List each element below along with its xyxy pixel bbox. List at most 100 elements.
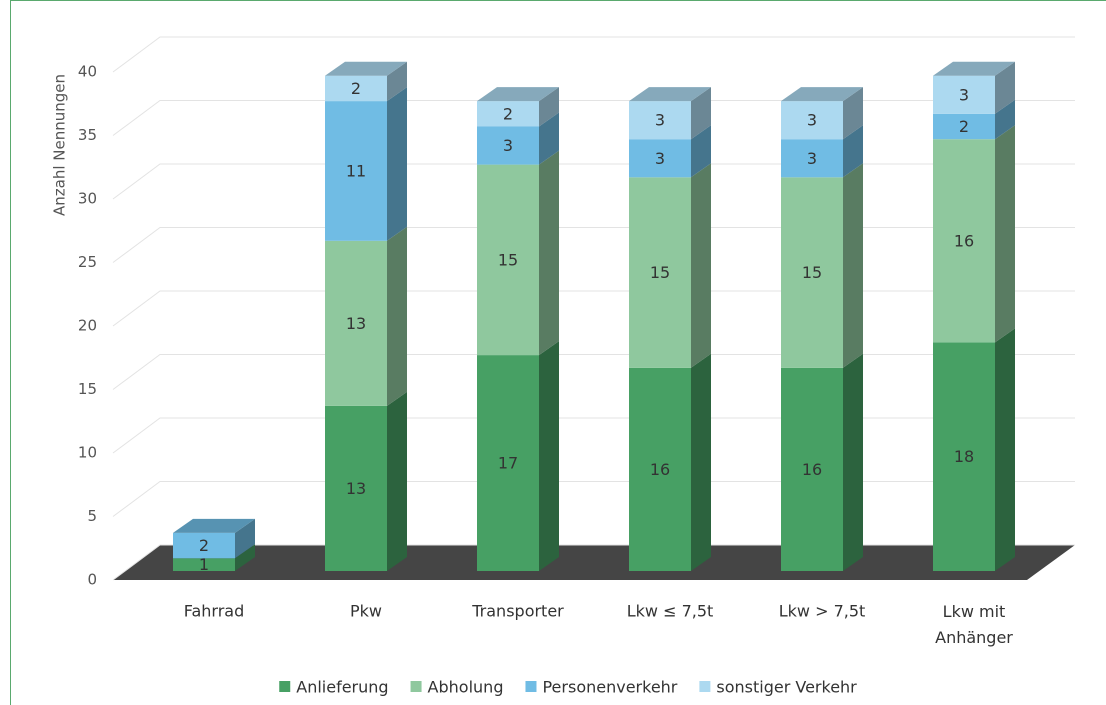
- data-label: 17: [498, 454, 518, 473]
- legend-swatch: [525, 681, 537, 692]
- bar-side: [387, 391, 407, 571]
- data-label: 2: [199, 536, 209, 555]
- bar-top: [173, 518, 255, 533]
- y-tick-label: 30: [78, 190, 97, 208]
- bar-side: [691, 163, 711, 368]
- y-tick-label: 10: [78, 444, 97, 462]
- bar-top: [933, 61, 1015, 76]
- bar-side: [539, 87, 559, 127]
- grid-line: [112, 100, 1075, 136]
- grid-line: [112, 227, 1075, 263]
- data-label: 15: [498, 250, 518, 269]
- x-tick-label: Lkw > 7,5t: [779, 602, 866, 621]
- legend-swatch: [279, 681, 291, 692]
- bar-top: [477, 87, 559, 102]
- bar-side: [539, 112, 559, 165]
- x-tick-label: Lkw mit Anhänger: [935, 602, 1013, 647]
- bar: [477, 101, 539, 127]
- legend-label: sonstiger Verkehr: [716, 678, 857, 697]
- bar-side: [843, 163, 863, 368]
- bar: [781, 367, 843, 571]
- data-label: 3: [503, 136, 513, 155]
- y-tick-label: 0: [87, 571, 97, 589]
- bar: [629, 367, 691, 571]
- x-tick-label: Transporter: [471, 602, 564, 621]
- bar-side: [843, 87, 863, 140]
- bar: [629, 139, 691, 178]
- data-label: 3: [807, 149, 817, 168]
- data-label: 1: [199, 555, 209, 574]
- grid-line: [112, 481, 1075, 517]
- data-label: 2: [351, 79, 361, 98]
- bar: [933, 113, 995, 140]
- bar: [629, 101, 691, 140]
- bar-side: [691, 87, 711, 140]
- bar-side: [691, 125, 711, 178]
- y-tick-label: 15: [78, 380, 97, 398]
- bar-side: [387, 226, 407, 406]
- bar: [781, 139, 843, 178]
- y-tick-label: 40: [78, 63, 97, 81]
- bar: [325, 101, 387, 241]
- data-label: 3: [655, 111, 665, 130]
- data-label: 2: [503, 104, 513, 123]
- bar-side: [995, 125, 1015, 343]
- floor: [113, 545, 1075, 580]
- legend-label: Abholung: [428, 678, 504, 697]
- bar: [477, 126, 539, 165]
- bar: [933, 342, 995, 571]
- bar: [325, 75, 387, 102]
- legend: Anlieferung Abholung Personenverkehr sonsti…: [279, 678, 857, 697]
- grid-line: [112, 417, 1075, 454]
- data-label: 3: [807, 111, 817, 130]
- bar-side: [235, 544, 255, 571]
- bar: [781, 101, 843, 140]
- bar-side: [691, 353, 711, 571]
- grid-line: [112, 163, 1075, 200]
- y-tick-label: 5: [87, 507, 97, 525]
- bar-side: [539, 150, 559, 356]
- bar-side: [387, 87, 407, 241]
- grid-line: [112, 290, 1075, 327]
- bar: [933, 139, 995, 343]
- data-label: 13: [346, 314, 366, 333]
- bar-side: [995, 328, 1015, 571]
- data-label: 13: [346, 479, 366, 498]
- data-label: 11: [346, 161, 366, 180]
- x-tick-label: Fahrrad: [184, 602, 245, 621]
- data-label: 3: [655, 149, 665, 168]
- data-label: 15: [650, 263, 670, 282]
- bar: [477, 355, 539, 571]
- bar-side: [995, 99, 1015, 140]
- data-label: 18: [954, 447, 974, 466]
- bar: [325, 405, 387, 571]
- bar: [173, 532, 235, 559]
- bar-side: [387, 61, 407, 102]
- bar: [781, 177, 843, 368]
- bar-top: [629, 87, 711, 102]
- data-label: 15: [802, 263, 822, 282]
- data-label: 3: [959, 85, 969, 104]
- grid-line: [112, 544, 1075, 581]
- bar-top: [325, 61, 407, 76]
- y-axis-label: Anzahl Nennungen: [51, 74, 69, 216]
- bar: [933, 75, 995, 114]
- x-tick-label: Lkw ≤ 7,5t: [627, 602, 714, 621]
- data-label: 16: [650, 460, 670, 479]
- bar: [325, 240, 387, 406]
- legend-label: Personenverkehr: [542, 678, 677, 697]
- bar: [173, 558, 235, 571]
- bar-side: [843, 353, 863, 571]
- bar: [477, 164, 539, 356]
- bar-side: [235, 518, 255, 559]
- bar-side: [843, 125, 863, 178]
- grid-line: [112, 36, 1075, 73]
- y-tick-label: 20: [78, 317, 97, 335]
- legend-label: Anlieferung: [296, 678, 388, 697]
- y-tick-label: 25: [78, 253, 97, 271]
- bar-top: [781, 87, 863, 102]
- data-label: 2: [959, 117, 969, 136]
- grid-line: [112, 354, 1075, 390]
- bar-side: [539, 341, 559, 571]
